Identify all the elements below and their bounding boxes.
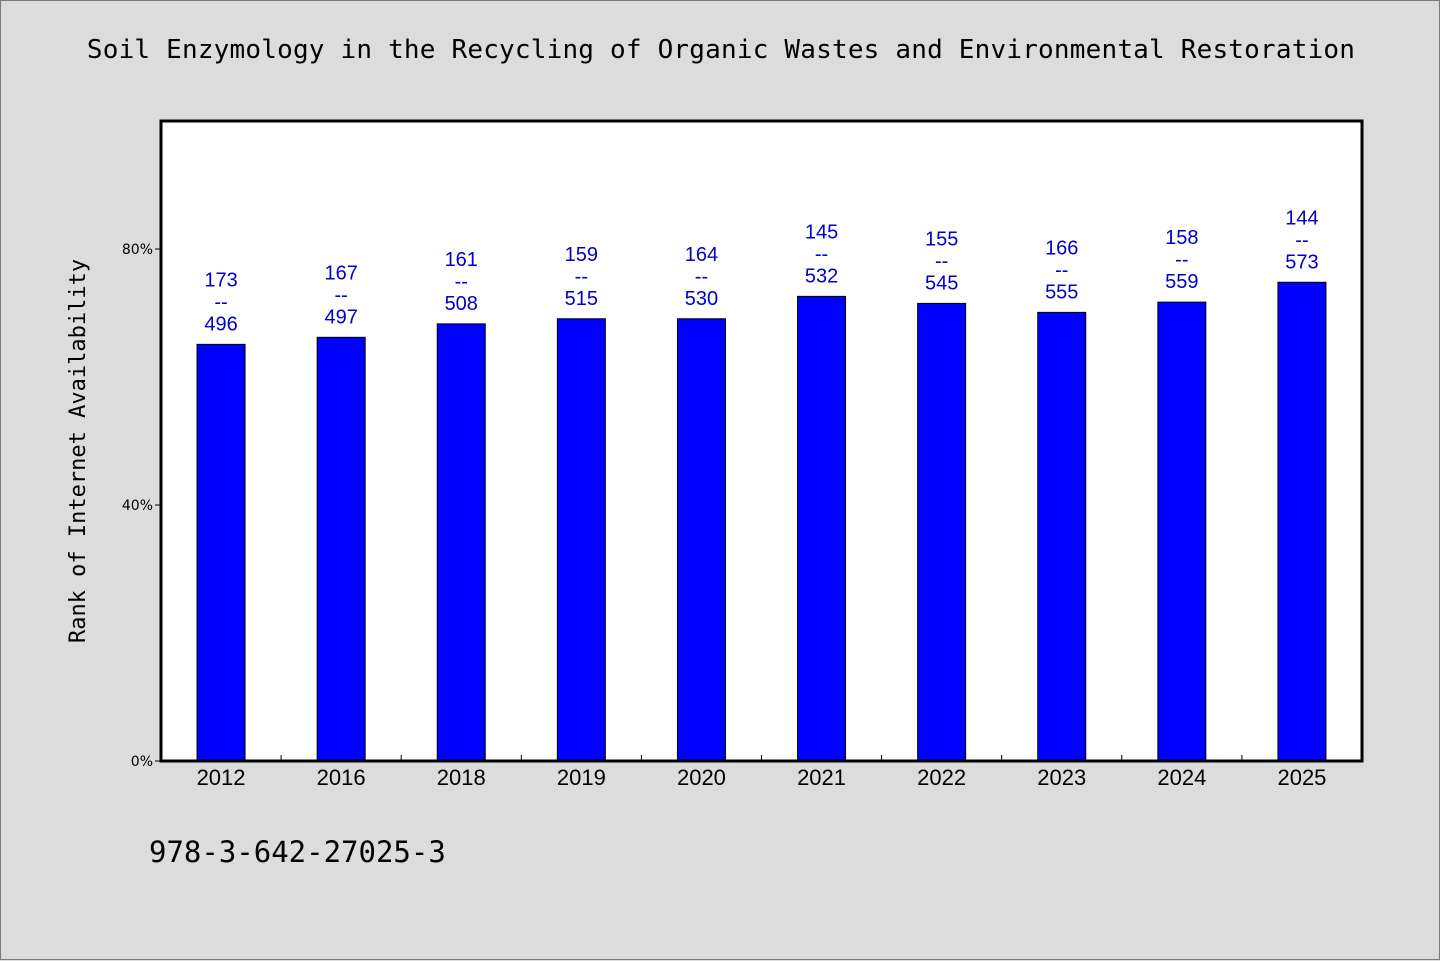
data-label: 164 xyxy=(685,244,718,266)
data-label: 573 xyxy=(1285,251,1318,273)
axes-layer: 2012 2016 2018 2019 2020 2021 2022 2023 2024 2025… xyxy=(122,242,1327,790)
data-label: 508 xyxy=(445,293,478,315)
x-tick-label: 2016 xyxy=(317,765,366,790)
x-tick-label: 2019 xyxy=(557,765,606,790)
data-labels-layer: 173--496167--497161--508159--515164--530… xyxy=(204,207,1318,335)
x-tick-label: 2025 xyxy=(1277,765,1326,790)
x-tick-label: 2021 xyxy=(797,765,846,790)
data-label-separator: -- xyxy=(695,266,708,288)
data-label: 159 xyxy=(565,244,598,266)
data-label-separator: -- xyxy=(334,284,347,306)
y-axis-label: Rank of Internet Availability xyxy=(66,259,91,643)
x-tick-label: 2018 xyxy=(437,765,486,790)
bar xyxy=(917,302,967,762)
data-label: 158 xyxy=(1165,227,1198,249)
bar xyxy=(1157,301,1207,762)
data-label-separator: -- xyxy=(455,271,468,293)
y-tick-label: 80% xyxy=(122,242,153,258)
bar xyxy=(1037,311,1087,762)
data-label: 155 xyxy=(925,228,958,250)
y-tick-label: 40% xyxy=(122,498,153,514)
data-label: 145 xyxy=(805,221,838,243)
data-label-separator: -- xyxy=(575,266,588,288)
data-label-separator: -- xyxy=(1175,249,1188,271)
chart-title: Soil Enzymology in the Recycling of Orga… xyxy=(86,35,1356,65)
bar xyxy=(196,343,246,762)
isbn-text: 978-3-642-27025-3 xyxy=(149,835,446,869)
x-tick-label: 2022 xyxy=(917,765,966,790)
data-label: 496 xyxy=(204,313,237,335)
data-label-separator: -- xyxy=(214,291,227,313)
data-label-separator: -- xyxy=(815,243,828,265)
data-label: 559 xyxy=(1165,271,1198,293)
bar xyxy=(676,318,726,762)
data-label: 167 xyxy=(324,262,357,284)
data-label: 545 xyxy=(925,272,958,294)
data-label-separator: -- xyxy=(935,250,948,272)
data-label-separator: -- xyxy=(1295,229,1308,251)
x-tick-label: 2012 xyxy=(197,765,246,790)
bar xyxy=(436,323,486,762)
data-label: 161 xyxy=(445,249,478,271)
bar xyxy=(797,295,847,762)
bar xyxy=(1277,281,1327,762)
data-label: 144 xyxy=(1285,207,1318,229)
data-label: 532 xyxy=(805,265,838,287)
x-tick-label: 2023 xyxy=(1037,765,1086,790)
data-label: 515 xyxy=(565,288,598,310)
bar xyxy=(556,318,606,762)
data-label: 497 xyxy=(324,306,357,328)
x-tick-label: 2024 xyxy=(1157,765,1206,790)
y-tick-label: 0% xyxy=(131,754,153,770)
plot-border xyxy=(159,119,1364,763)
data-label-separator: -- xyxy=(1055,259,1068,281)
x-tick-label: 2020 xyxy=(677,765,726,790)
data-label: 166 xyxy=(1045,237,1078,259)
data-label: 555 xyxy=(1045,281,1078,303)
data-label: 173 xyxy=(204,269,237,291)
data-label: 530 xyxy=(685,288,718,310)
bar xyxy=(316,336,366,762)
bars-layer xyxy=(196,281,1327,762)
